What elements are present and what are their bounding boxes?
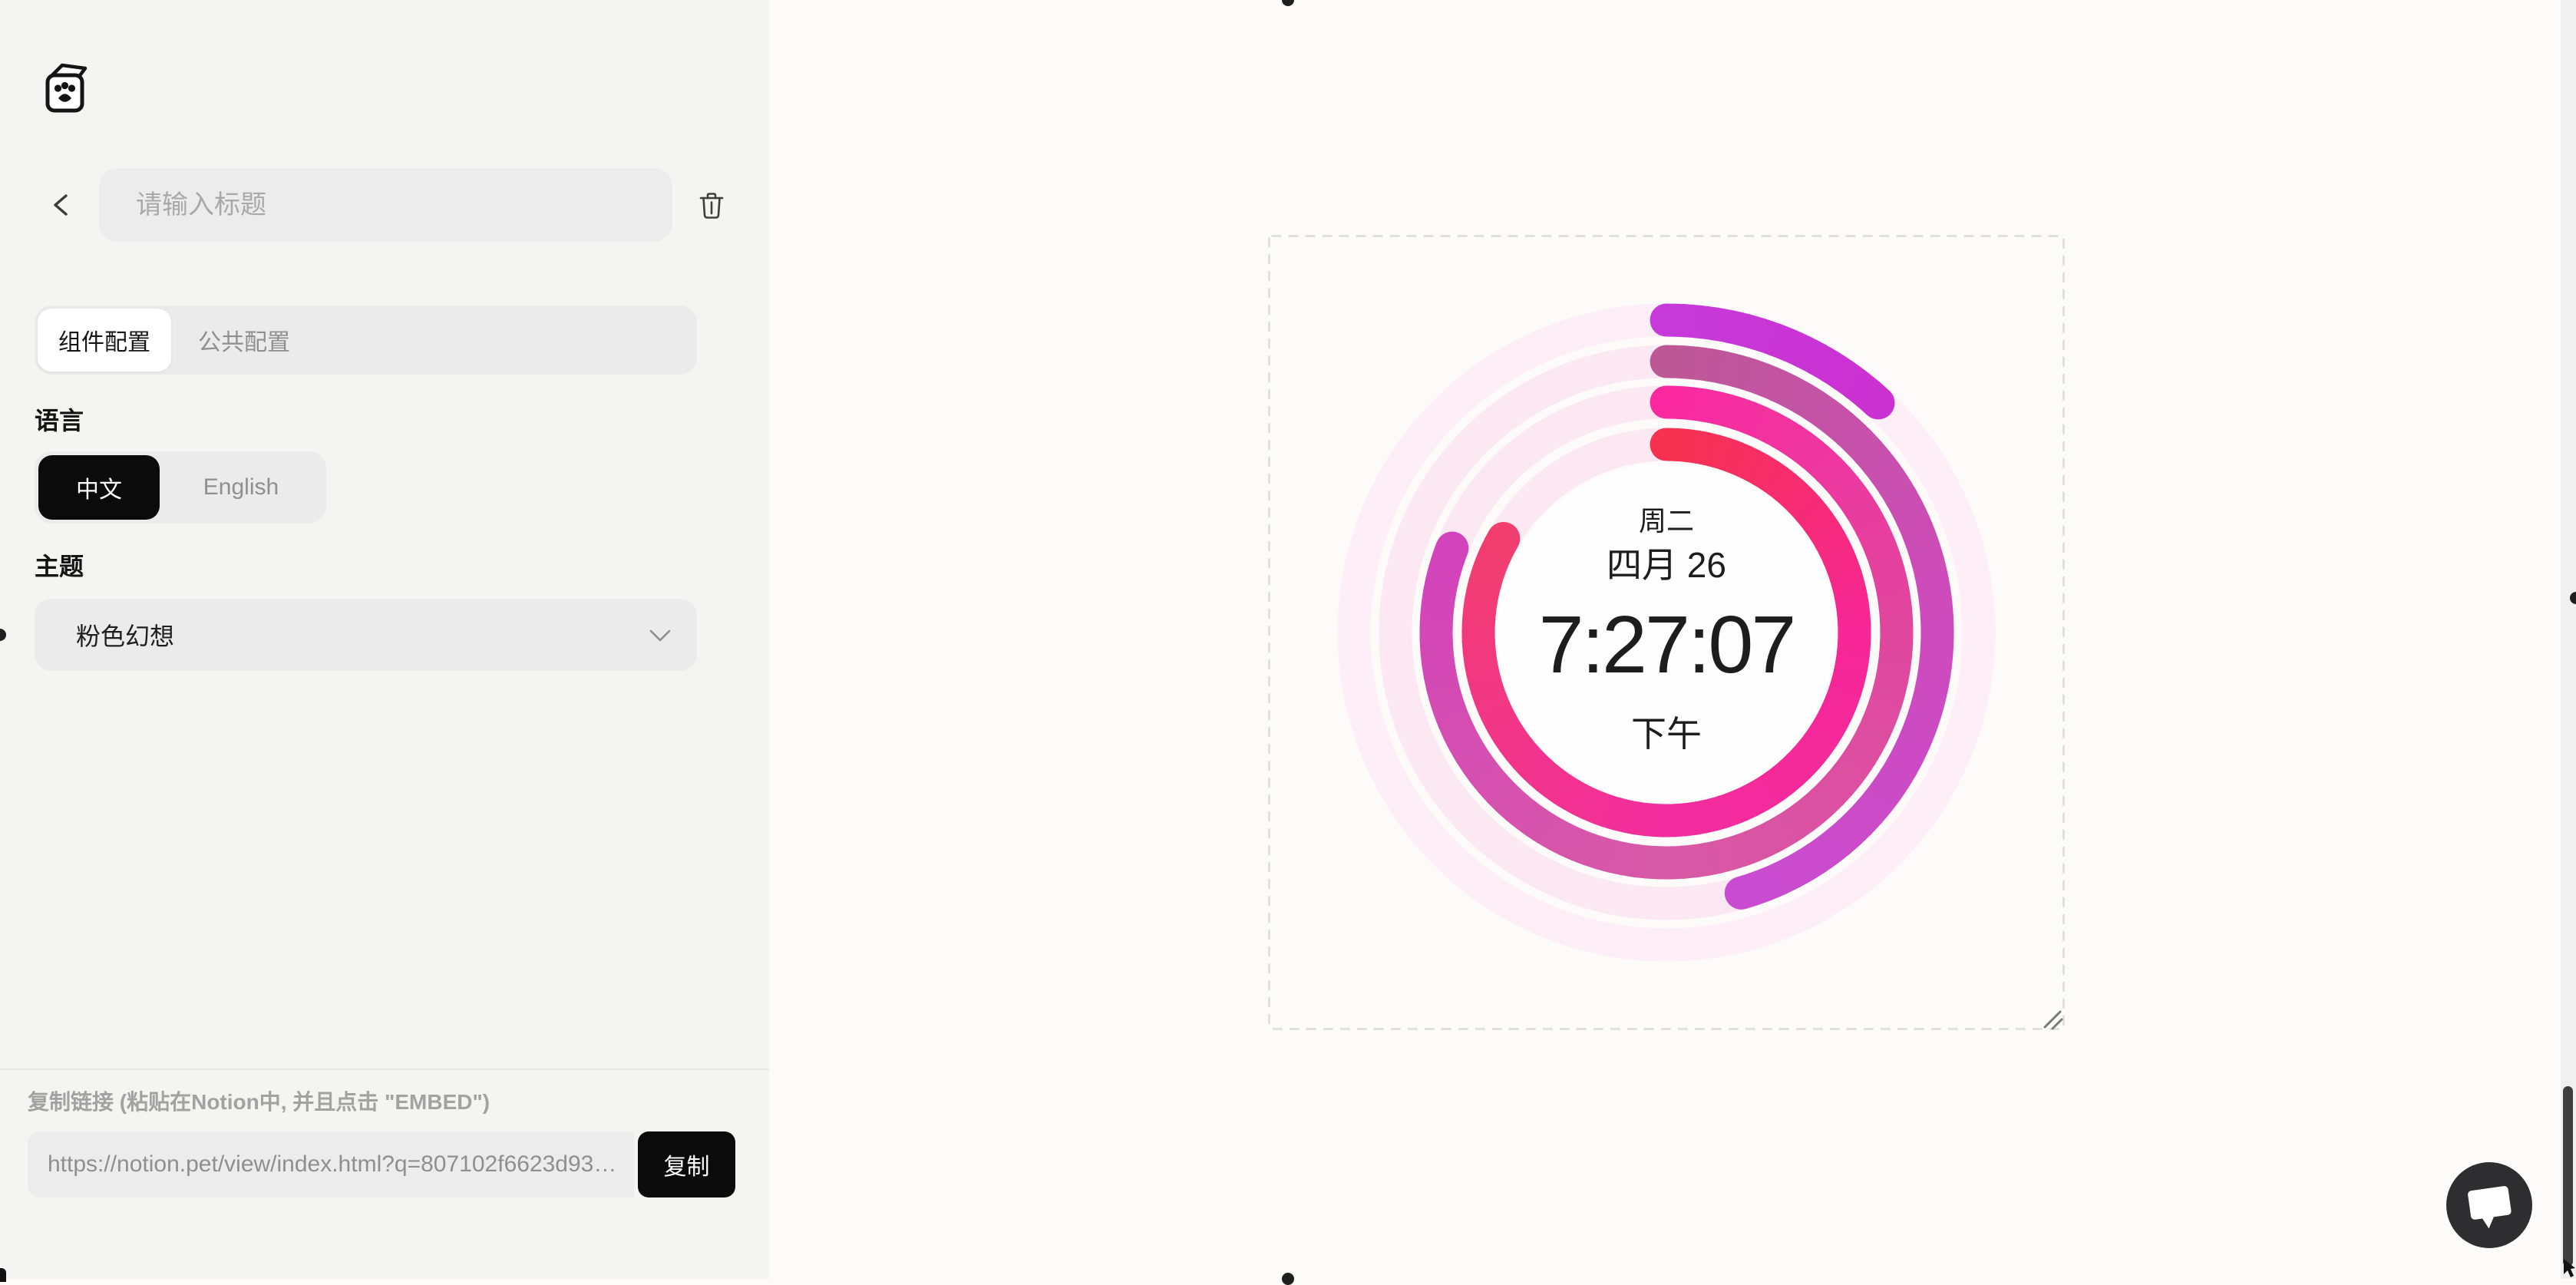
edge-handle-left[interactable] <box>0 629 6 641</box>
back-button[interactable] <box>45 189 78 223</box>
edge-handle-right[interactable] <box>2570 592 2576 604</box>
language-option-chinese[interactable]: 中文 <box>38 455 160 520</box>
dashed-selection-border <box>1268 235 2065 1030</box>
copy-button[interactable]: 复制 <box>638 1131 735 1197</box>
corner-element-fragment <box>0 1268 6 1282</box>
trash-icon <box>698 192 725 223</box>
tab-common-config[interactable]: 公共配置 <box>198 330 290 355</box>
theme-label: 主题 <box>35 553 84 580</box>
config-tab-group: 组件配置 公共配置 <box>35 306 697 375</box>
edge-handle-bottom[interactable] <box>1282 1273 1294 1285</box>
theme-select[interactable]: 粉色幻想 <box>35 599 697 671</box>
edge-handle-top[interactable] <box>1282 0 1294 6</box>
scrollbar-thumb[interactable] <box>2563 1086 2573 1267</box>
language-toggle: 中文 English <box>35 451 326 524</box>
copy-link-hint: 复制链接 (粘贴在Notion中, 并且点击 "EMBED") <box>28 1090 490 1114</box>
widget-preview-box[interactable]: 周二 四月 26 7:27:07 下午 <box>1268 235 2065 1030</box>
title-input[interactable] <box>99 168 672 242</box>
language-option-english[interactable]: English <box>203 474 279 500</box>
tab-widget-config[interactable]: 组件配置 <box>38 309 171 372</box>
delete-button[interactable] <box>695 190 728 223</box>
sidebar: 组件配置 公共配置 语言 中文 English 主题 粉色幻想 复制链接 (粘贴… <box>0 0 769 1279</box>
chevron-down-icon <box>649 629 671 646</box>
app-logo-paw-cube-icon <box>39 61 90 114</box>
theme-selected-value: 粉色幻想 <box>76 623 175 650</box>
chat-fab-button[interactable] <box>2446 1162 2532 1248</box>
mouse-cursor <box>2562 1259 2576 1283</box>
resize-grip-icon <box>2043 1010 2063 1030</box>
copy-link-row: 复制 <box>28 1131 735 1197</box>
embed-url-input[interactable] <box>28 1131 634 1197</box>
chevron-left-icon <box>51 193 71 219</box>
clock-rings-chart <box>1268 235 2065 1030</box>
chat-bubble-icon <box>2446 1186 2532 1250</box>
scrollbar-track <box>2561 0 2576 1279</box>
language-label: 语言 <box>35 407 84 434</box>
preview-canvas: 周二 四月 26 7:27:07 下午 <box>769 0 2576 1279</box>
sidebar-divider <box>0 1069 769 1070</box>
